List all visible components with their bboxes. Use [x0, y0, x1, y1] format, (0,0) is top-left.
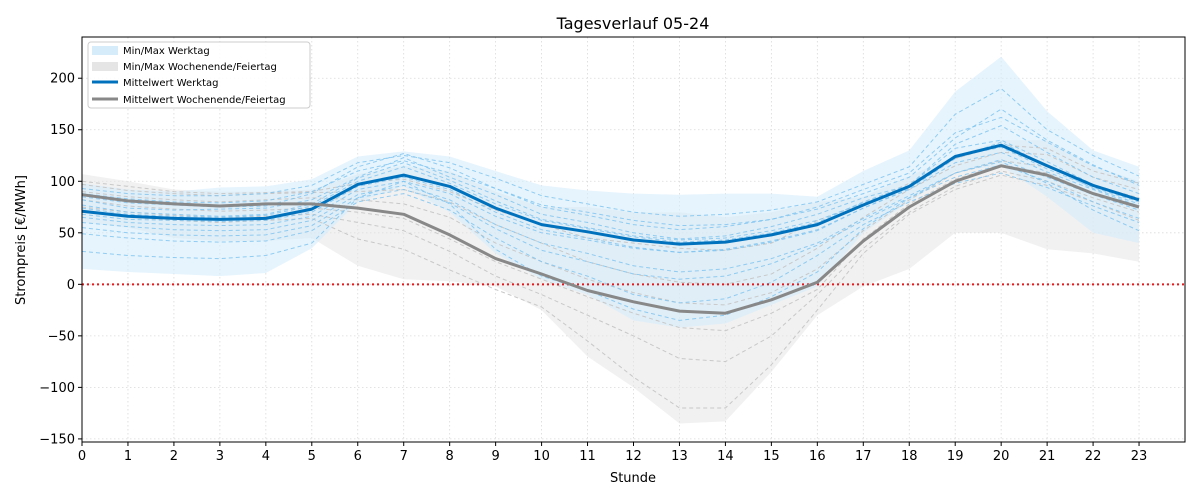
daily-line-werktag-5 — [81, 172, 1140, 304]
x-tick-label-11: 11 — [579, 449, 596, 464]
y-tick-label-0: 0 — [67, 278, 75, 293]
y-tick-label-200: 200 — [50, 72, 75, 87]
y-tick-label--150: −150 — [39, 432, 75, 447]
daily-line-werktag-2 — [81, 151, 1140, 253]
legend-label-werktag-mean: Mittelwert Werktag — [123, 78, 218, 89]
legend-swatch-wochenende-band — [92, 62, 118, 71]
x-tick-label-7: 7 — [400, 449, 408, 464]
mean-series — [81, 143, 1140, 315]
daily-line-werktag-6 — [81, 87, 1140, 217]
daily-line-werktag-7 — [81, 161, 1140, 321]
daily-line-werktag-4 — [81, 159, 1140, 273]
daily-line-werktag-3 — [81, 116, 1140, 231]
series-line-werktag — [81, 143, 1140, 246]
legend-label-werktag-band: Min/Max Werktag — [123, 46, 210, 57]
daily-line-wochenende-5 — [81, 164, 1140, 332]
daily-line-wochenende-2 — [81, 170, 1140, 363]
y-tick-label--50: −50 — [48, 329, 75, 344]
legend: Min/Max Werktag Min/Max Wochenende/Feier… — [87, 41, 311, 109]
x-tick-label-6: 6 — [354, 449, 362, 464]
x-tick-label-5: 5 — [308, 449, 316, 464]
legend-frame — [87, 41, 311, 109]
legend-label-wochenende-band: Min/Max Wochenende/Feiertag — [123, 62, 277, 73]
x-tick-label-12: 12 — [625, 449, 642, 464]
daily-line-werktag-11 — [81, 164, 1140, 280]
x-tick-label-23: 23 — [1131, 449, 1148, 464]
x-tick-label-16: 16 — [809, 449, 826, 464]
x-tick-label-18: 18 — [901, 449, 918, 464]
x-tick-label-8: 8 — [446, 449, 454, 464]
x-tick-label-10: 10 — [533, 449, 550, 464]
x-tick-label-13: 13 — [671, 449, 688, 464]
x-tick-label-22: 22 — [1085, 449, 1102, 464]
x-axis-label: Stunde — [610, 471, 656, 486]
y-tick-label-150: 150 — [50, 123, 75, 138]
x-tick-label-17: 17 — [855, 449, 872, 464]
daily-line-werktag-0 — [81, 139, 1140, 240]
daily-line-werktag-9 — [81, 141, 1140, 253]
x-tick-label-4: 4 — [262, 449, 270, 464]
legend-swatch-werktag-band — [92, 46, 118, 55]
x-tick-label-1: 1 — [124, 449, 132, 464]
x-tick-label-0: 0 — [78, 449, 86, 464]
x-axis-ticks: 0 1 2 3 4 5 6 7 8 9 10 11 12 13 14 15 16 17 18 19 20 21 22 23 — [78, 442, 1147, 464]
x-tick-label-19: 19 — [947, 449, 964, 464]
daily-lines — [81, 87, 1140, 409]
band-werktag — [82, 56, 1139, 328]
x-tick-label-15: 15 — [763, 449, 780, 464]
x-tick-label-21: 21 — [1039, 449, 1056, 464]
daily-line-werktag-10 — [81, 108, 1140, 227]
x-tick-label-9: 9 — [491, 449, 499, 464]
daily-line-wochenende-4 — [81, 144, 1140, 251]
chart-title: Tagesverlauf 05-24 — [556, 14, 710, 33]
x-tick-label-14: 14 — [717, 449, 734, 464]
y-axis-ticks: −150 −100 −50 0 50 100 150 200 — [39, 72, 82, 447]
series-line-wochenende — [81, 164, 1140, 315]
y-axis-label: Strompreis [€/MWh] — [14, 175, 29, 305]
legend-label-wochenende-mean: Mittelwert Wochenende/Feiertag — [123, 95, 286, 106]
daily-line-werktag-8 — [81, 125, 1140, 243]
x-tick-label-2: 2 — [170, 449, 178, 464]
y-tick-label-50: 50 — [58, 226, 75, 241]
y-tick-label--100: −100 — [39, 381, 75, 396]
daily-line-werktag-1 — [81, 146, 1140, 241]
x-tick-label-20: 20 — [993, 449, 1010, 464]
y-tick-label-100: 100 — [50, 175, 75, 190]
x-tick-label-3: 3 — [216, 449, 224, 464]
